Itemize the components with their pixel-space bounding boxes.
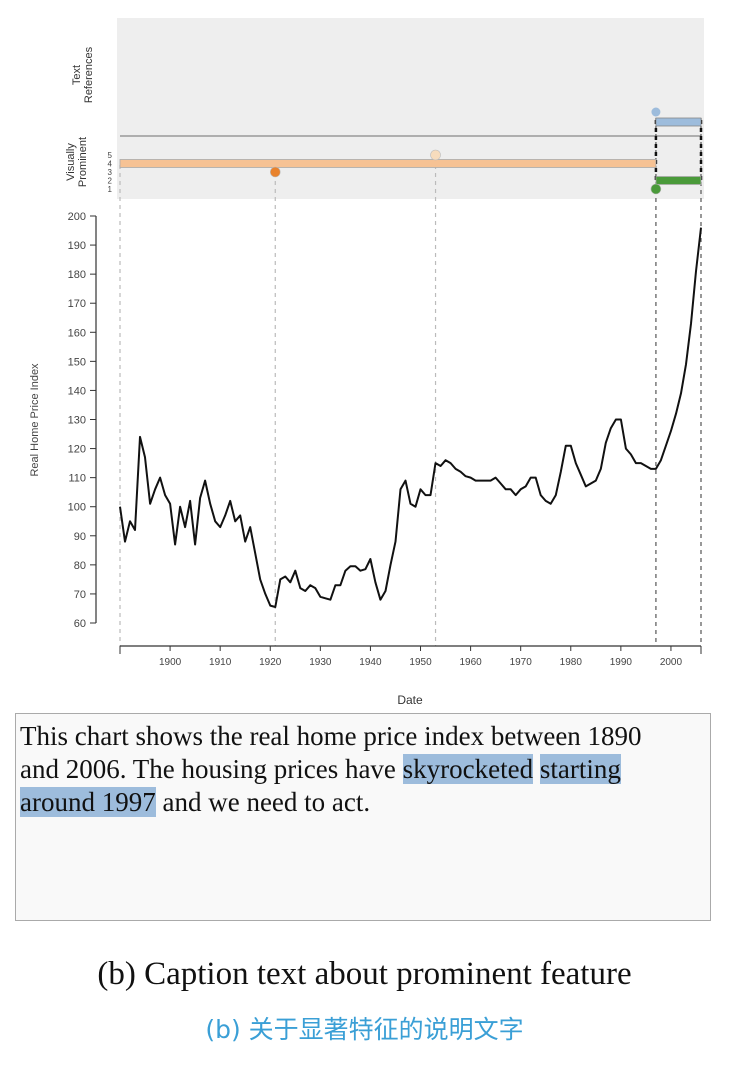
y-tick-label: 70: [74, 589, 86, 601]
x-axis-label: Date: [397, 693, 423, 707]
price-index-line: [119, 227, 702, 608]
prominent-range-bar: [119, 159, 657, 168]
y-tick-label: 160: [68, 327, 86, 339]
x-tick-label: 1900: [159, 657, 182, 668]
prominence-tick-label: 2: [108, 177, 113, 186]
y-tick-label: 190: [68, 240, 86, 252]
y-tick-label: 110: [68, 473, 86, 485]
x-tick-label: 1950: [409, 657, 432, 668]
text-reference-bar: [655, 117, 702, 127]
caption-text-box[interactable]: This chart shows the real home price ind…: [15, 713, 711, 921]
highlight-around-1997[interactable]: around 1997: [20, 787, 156, 817]
x-tick-label: 1920: [259, 657, 282, 668]
y-tick-label: 150: [68, 356, 86, 368]
prominence-tick-label: 4: [108, 160, 113, 169]
x-tick-label: 1970: [510, 657, 533, 668]
y-tick-label: 80: [74, 560, 86, 572]
prominence-tick-label: 1: [108, 185, 113, 194]
x-tick-label: 1930: [309, 657, 332, 668]
y-tick-label: 140: [68, 385, 86, 397]
y-axis-label: Real Home Price Index: [29, 363, 41, 477]
row-label-text-references-2: References: [83, 46, 95, 103]
y-tick-label: 60: [74, 618, 86, 630]
prominent-point-dot: [430, 149, 441, 161]
prominent-point-dot: [650, 183, 662, 195]
row-label-visually: Visually: [65, 143, 77, 181]
row-label-prominent: Prominent: [77, 137, 89, 187]
y-tick-label: 130: [68, 415, 86, 427]
prominence-tick-label: 5: [108, 151, 113, 160]
text-reference-dot: [651, 107, 661, 117]
caption-line-2: and 2006. The housing prices have: [20, 754, 403, 784]
x-tick-label: 1990: [610, 657, 633, 668]
figure-caption-chinese: (b) 关于显著特征的说明文字: [205, 1015, 524, 1044]
prominent-range-bar: [655, 176, 702, 185]
y-tick-label: 180: [68, 269, 86, 281]
y-tick-label: 170: [68, 298, 86, 310]
x-tick-label: 1910: [209, 657, 232, 668]
highlight-skyrocketed[interactable]: skyrocketed: [402, 754, 534, 784]
prominent-point-dot: [269, 166, 281, 178]
y-tick-label: 100: [68, 502, 86, 514]
x-tick-label: 2000: [660, 657, 683, 668]
x-tick-label: 1940: [359, 657, 382, 668]
figure-caption: (b) Caption text about prominent feature: [97, 956, 632, 992]
annotation-panel-bg: [117, 18, 704, 199]
caption-line-1: This chart shows the real home price ind…: [20, 721, 642, 751]
y-tick-label: 120: [68, 444, 86, 456]
x-tick-label: 1980: [560, 657, 583, 668]
y-tick-label: 90: [74, 531, 86, 543]
row-label-text-references: Text: [71, 65, 83, 85]
y-tick-label: 200: [68, 211, 86, 223]
prominence-tick-label: 3: [108, 168, 113, 177]
highlight-starting[interactable]: starting: [539, 754, 621, 784]
caption-line-3: and we need to act.: [155, 787, 371, 817]
x-tick-label: 1960: [459, 657, 482, 668]
